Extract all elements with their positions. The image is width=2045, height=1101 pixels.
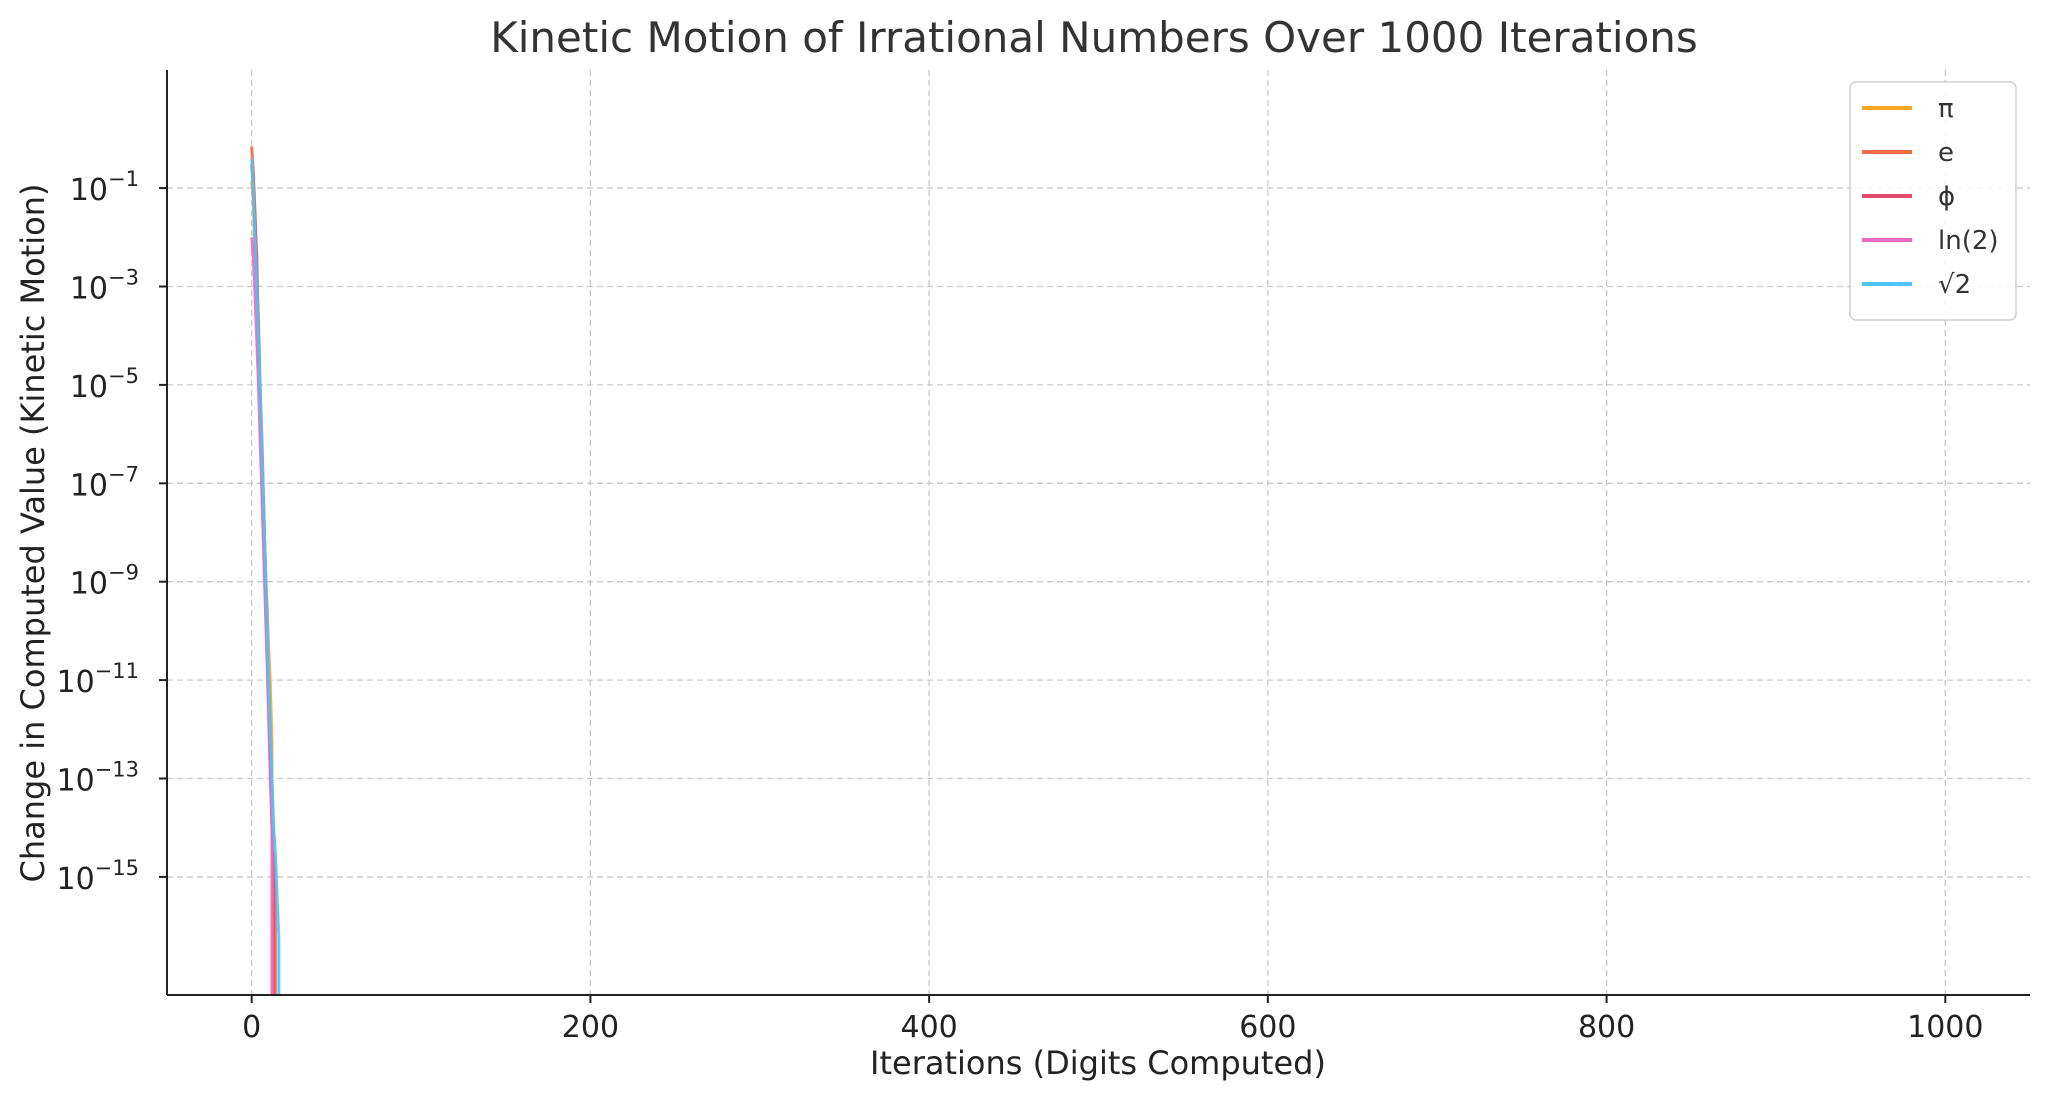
y-ticks: 10−1 10−3 10−5 10−7 10−9 10−11 10−13 10−15 [56,167,167,897]
x-tick-label: 1000 [1907,1010,1983,1045]
x-tick-label: 200 [562,1010,619,1045]
axes [166,70,2030,996]
x-axis-label: Iterations (Digits Computed) [870,1044,1326,1082]
legend-label-2: ϕ [1938,182,1955,212]
legend-label-1: e [1938,138,1954,168]
x-tick-label: 400 [901,1010,958,1045]
x-tick-label: 800 [1578,1010,1635,1045]
y-tick-label: 10−3 [70,265,139,306]
y-tick-label: 10−13 [56,758,139,799]
y-tick-label: 10−11 [56,659,139,700]
x-tick-label: 600 [1239,1010,1296,1045]
y-tick-label: 10−9 [70,561,139,602]
y-tick-label: 10−5 [70,364,139,405]
legend-label-0: π [1938,94,1954,124]
y-tick-label: 10−1 [70,167,139,208]
chart-title: Kinetic Motion of Irrational Numbers Ove… [490,13,1698,62]
series-line-4 [250,158,281,995]
legend: πeϕ ln(2) √2 [1849,81,2017,321]
legend-label-4: √2 [1938,270,1971,300]
x-ticks: 0 200 400 600 800 1000 [242,995,1983,1045]
x-tick-label: 0 [242,1010,261,1045]
legend-box [1849,81,2017,321]
y-axis-label: Change in Computed Value (Kinetic Motion… [14,184,52,883]
y-tick-label: 10−7 [70,462,139,503]
legend-label-3: ln(2) [1938,226,1999,256]
y-tick-label: 10−15 [56,856,139,897]
series-layer [250,146,281,995]
